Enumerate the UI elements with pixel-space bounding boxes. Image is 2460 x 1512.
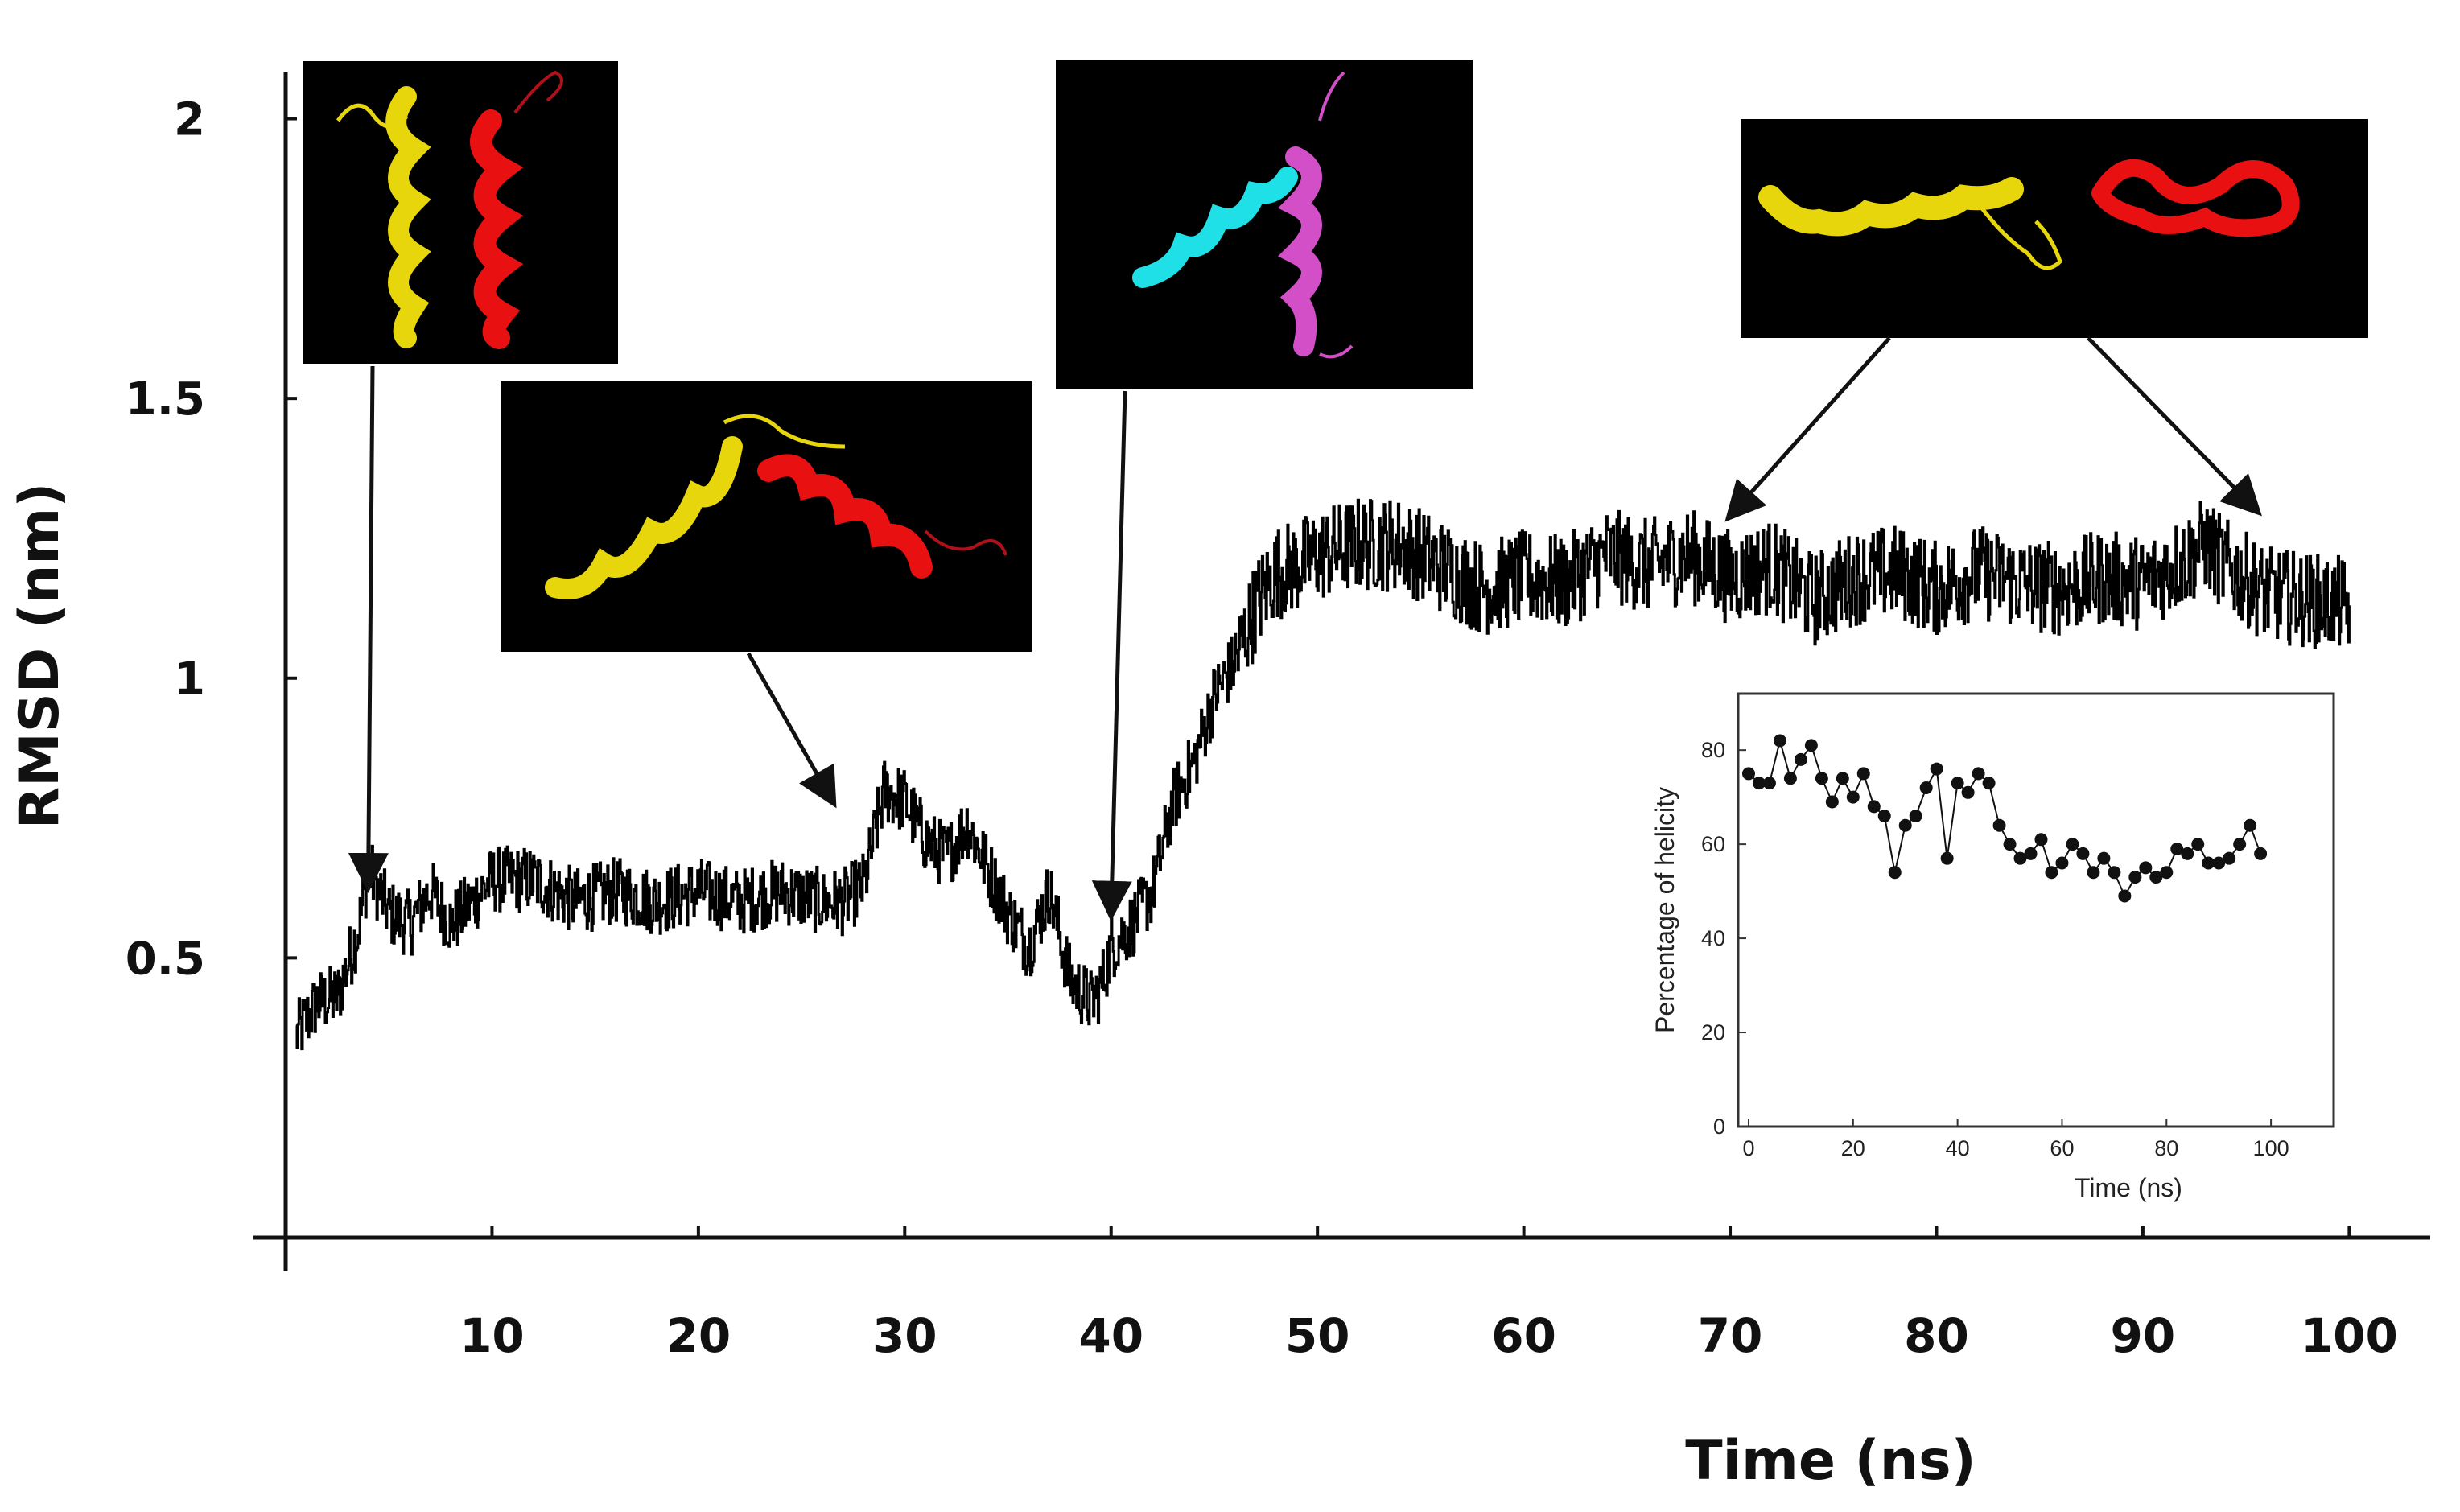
helicity-point <box>2108 866 2121 880</box>
helicity-point <box>1909 810 1922 823</box>
x-tick-label: 20 <box>666 1308 731 1363</box>
helicity-point <box>1856 767 1870 781</box>
helicity-point <box>2003 838 2017 851</box>
annotation-arrow <box>348 365 389 893</box>
x-tick-label: 50 <box>1285 1308 1350 1363</box>
helicity-point <box>1867 800 1881 814</box>
helicity-point <box>1982 777 1996 790</box>
inset-x-tick-label: 100 <box>2253 1136 2289 1160</box>
x-tick-label: 60 <box>1491 1308 1556 1363</box>
inset-tick-labels: 0 20 40 60 80 100 0 20 40 60 80 <box>1701 738 2289 1160</box>
helicity-point <box>2034 833 2048 847</box>
y-tick-label: 1 <box>174 653 205 706</box>
helicity-point <box>1752 777 1766 790</box>
helicity-inset: 0 20 40 60 80 100 0 20 40 60 80 Time (ns) Percenta… <box>1650 692 2335 1202</box>
helicity-point <box>2128 871 2142 884</box>
helicity-point <box>2212 856 2226 870</box>
helicity-point <box>1783 772 1797 785</box>
helicity-point <box>2202 856 2215 870</box>
helicity-series <box>1741 734 2268 903</box>
x-axis-title: Time (ns) <box>1685 1429 1976 1493</box>
snapshot-panel-2 <box>501 381 1032 652</box>
helicity-point <box>2244 818 2257 832</box>
helicity-point <box>2149 871 2163 884</box>
helicity-point <box>1972 767 1985 781</box>
annotation-arrow <box>2087 336 2262 517</box>
y-tick-label: 1.5 <box>126 373 205 426</box>
inset-x-tick-label: 60 <box>2050 1136 2074 1160</box>
x-tick-label: 40 <box>1078 1308 1143 1363</box>
snapshot-panel-1 <box>303 61 618 364</box>
x-tick-label: 30 <box>872 1308 937 1363</box>
helicity-point <box>2139 861 2153 875</box>
helicity-point <box>1741 767 1755 781</box>
x-tick-label: 90 <box>2111 1308 2176 1363</box>
inset-x-tick-label: 0 <box>1742 1136 1754 1160</box>
x-tick-label: 100 <box>2301 1308 2398 1363</box>
main-axis-ticks <box>286 117 2351 1238</box>
helicity-point <box>2013 851 2027 865</box>
helicity-point <box>1804 739 1818 752</box>
snapshot-panel-4 <box>1741 119 2368 338</box>
helicity-point <box>2076 847 2090 860</box>
snapshot-panel-3 <box>1056 60 1473 389</box>
helicity-point <box>1825 795 1839 809</box>
helicity-point <box>2066 838 2079 851</box>
helicity-point <box>2097 851 2111 865</box>
helicity-point <box>1940 851 1954 865</box>
helicity-point <box>2024 847 2038 860</box>
annotation-arrow <box>1724 336 1891 522</box>
inset-y-tick-label: 60 <box>1701 832 1725 856</box>
annotation-arrows <box>348 336 2262 921</box>
inset-y-tick-label: 20 <box>1701 1020 1725 1044</box>
helicity-point <box>1951 777 1964 790</box>
helicity-point <box>1898 818 1912 832</box>
helicity-point <box>1992 818 2006 832</box>
helicity-point <box>1794 752 1807 766</box>
helicity-point <box>1961 785 1975 799</box>
inset-y-axis-title: Percentage of helicity <box>1650 787 1679 1033</box>
helicity-point <box>1888 866 1902 880</box>
helicity-point <box>2170 842 2184 855</box>
helicity-point <box>2254 847 2268 860</box>
y-axis-title: RMSD (nm) <box>8 483 72 830</box>
inset-x-tick-label: 40 <box>1946 1136 1970 1160</box>
rmsd-line <box>295 498 2351 1051</box>
helicity-point <box>1846 790 1860 804</box>
x-tick-label: 70 <box>1698 1308 1763 1363</box>
helicity-point <box>2045 866 2058 880</box>
annotation-arrow <box>746 652 837 809</box>
inset-y-tick-label: 40 <box>1701 926 1725 950</box>
helicity-point <box>2191 838 2205 851</box>
helicity-point <box>1930 762 1943 776</box>
inset-frame <box>1737 692 2335 1128</box>
rmsd-series <box>295 498 2351 1051</box>
inset-x-tick-label: 80 <box>2154 1136 2178 1160</box>
x-tick-label: 10 <box>459 1308 525 1363</box>
main-tick-labels: 10 20 30 40 50 60 70 80 90 100 0.5 1 1.5 2 <box>126 94 2398 1363</box>
helicity-point <box>2160 866 2174 880</box>
helicity-point <box>2233 838 2247 851</box>
x-tick-label: 80 <box>1904 1308 1969 1363</box>
y-tick-label: 0.5 <box>126 933 205 985</box>
helicity-point <box>1919 781 1933 794</box>
helicity-point <box>1836 772 1849 785</box>
helicity-point <box>1877 810 1891 823</box>
inset-axis-ticks <box>1738 749 2273 1127</box>
helicity-point <box>2118 889 2132 903</box>
y-tick-label: 2 <box>174 94 205 146</box>
helicity-point <box>1773 734 1786 748</box>
helicity-point <box>2181 847 2194 860</box>
helicity-point <box>2223 851 2236 865</box>
helicity-point <box>2055 856 2069 870</box>
inset-y-tick-label: 80 <box>1701 738 1725 762</box>
helicity-point <box>1815 772 1828 785</box>
helicity-point <box>2087 866 2100 880</box>
annotation-arrow <box>1091 390 1132 921</box>
inset-y-tick-label: 0 <box>1713 1114 1725 1139</box>
helicity-point <box>1762 777 1776 790</box>
inset-x-axis-title: Time (ns) <box>2075 1173 2182 1202</box>
inset-x-tick-label: 20 <box>1841 1136 1865 1160</box>
